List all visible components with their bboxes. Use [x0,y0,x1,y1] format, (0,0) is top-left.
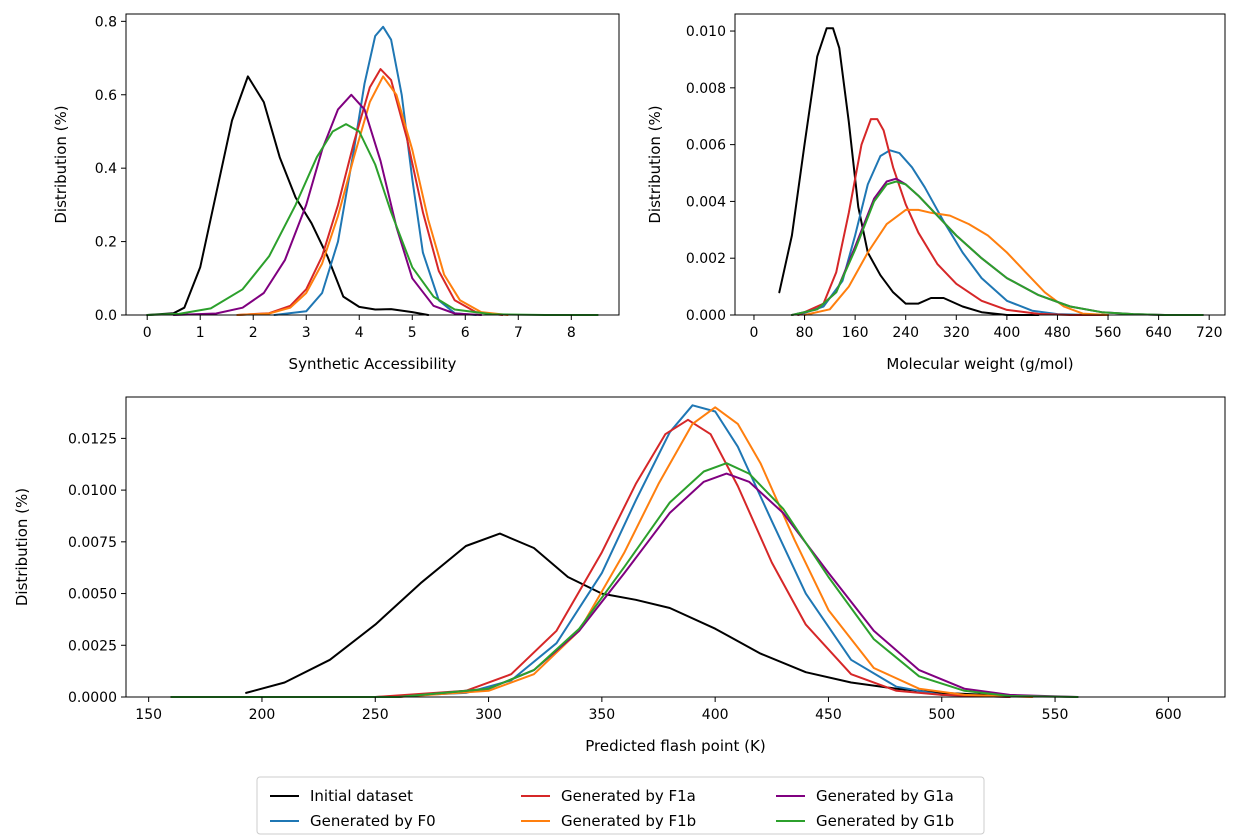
x-axis-label: Molecular weight (g/mol) [886,355,1073,373]
y-tick-label: 0.008 [686,81,726,97]
axes-frame [125,13,620,316]
x-tick-label: 150 [135,707,162,723]
x-tick-label: 4 [355,325,364,341]
x-tick-label: 250 [362,707,389,723]
x-tick-label: 7 [514,325,523,341]
x-tick-label: 350 [588,707,615,723]
x-tick-label: 480 [1044,325,1071,341]
x-tick-label: 0 [750,325,759,341]
x-tick-label: 300 [475,707,502,723]
x-tick-label: 320 [943,325,970,341]
y-tick-label: 0.0050 [68,587,117,603]
legend-label: Generated by G1a [816,787,954,805]
x-tick-label: 2 [249,325,258,341]
legend-item: Generated by F1b [521,812,696,830]
y-tick-label: 0.002 [686,251,726,267]
x-tick-label: 200 [249,707,276,723]
y-tick-label: 0.0 [95,308,117,324]
legend: Initial dataset Generated by F0 Generated … [256,776,985,835]
x-tick-label: 400 [702,707,729,723]
legend-label: Generated by F0 [310,812,436,830]
x-tick-label: 400 [994,325,1021,341]
series-line-1 [778,27,1040,316]
y-tick-label: 0.0000 [68,690,117,706]
x-tick-label: 450 [815,707,842,723]
chart-panel-1: 0 1 2 3 4 5 6 7 8 0.0 0.2 0.4 0.6 0.8 Synthetic Access… [52,13,620,373]
x-tick-label: 80 [796,325,814,341]
series-line-6 [170,462,1079,698]
x-tick-label: 720 [1196,325,1223,341]
series-line-2 [170,404,1011,698]
legend-item: Generated by F0 [270,812,436,830]
legend-label: Generated by F1b [561,812,696,830]
legend-label: Initial dataset [310,787,413,805]
y-tick-label: 0.0100 [68,483,117,499]
series-line-2 [273,25,477,316]
series-line-1 [245,532,1011,698]
series-line-5 [790,177,1204,316]
legend-item: Generated by F1a [521,787,696,805]
x-tick-label: 8 [567,325,576,341]
series-line-6 [790,180,1204,316]
x-tick-label: 500 [928,707,955,723]
series-line-6 [146,123,599,316]
chart-panel-2: 0 80 160 240 320 400 480 560 640 720 0.000 0.002 0.0… [646,13,1226,373]
legend-label: Generated by G1b [816,812,954,830]
y-tick-label: 0.6 [95,88,117,104]
y-axis-label: Distribution (%) [13,488,31,606]
series-line-2 [797,149,1109,316]
y-tick-label: 0.004 [686,194,726,210]
x-tick-label: 550 [1042,707,1069,723]
x-tick-label: 0 [143,325,152,341]
axes-frame [734,13,1226,316]
x-tick-label: 5 [408,325,417,341]
y-tick-label: 0.006 [686,138,726,154]
x-tick-label: 3 [302,325,311,341]
y-tick-label: 0.8 [95,14,117,30]
series-line-3 [170,418,1011,698]
x-axis-label: Synthetic Accessibility [289,355,457,373]
axes-frame [125,396,1226,698]
series-line-5 [172,93,483,316]
chart-panel-3: 150 200 250 300 350 400 450 500 550 600 0.0000 0.00… [13,396,1226,755]
x-tick-label: 240 [892,325,919,341]
series-line-1 [146,75,430,316]
y-tick-label: 0.0125 [68,431,117,447]
x-tick-label: 600 [1155,707,1182,723]
series-line-4 [236,75,509,316]
legend-frame [256,776,985,835]
y-tick-label: 0.010 [686,24,726,40]
x-axis-label: Predicted flash point (K) [585,737,765,755]
y-tick-label: 0.2 [95,235,117,251]
x-tick-label: 560 [1095,325,1122,341]
x-tick-label: 6 [461,325,470,341]
legend-item: Generated by G1b [776,812,954,830]
x-tick-label: 640 [1145,325,1172,341]
y-tick-label: 0.0025 [68,638,117,654]
x-tick-label: 160 [842,325,869,341]
y-tick-label: 0.0075 [68,535,117,551]
series-line-4 [170,406,1034,698]
legend-item: Initial dataset [270,787,413,805]
series-line-3 [236,68,504,316]
x-tick-label: 1 [196,325,205,341]
y-axis-label: Distribution (%) [646,105,664,223]
series-line-4 [803,208,1109,316]
y-axis-label: Distribution (%) [52,105,70,223]
y-tick-label: 0.000 [686,308,726,324]
series-line-3 [797,118,1109,316]
y-tick-label: 0.4 [95,161,117,177]
legend-label: Generated by F1a [561,787,696,805]
legend-item: Generated by G1a [776,787,954,805]
